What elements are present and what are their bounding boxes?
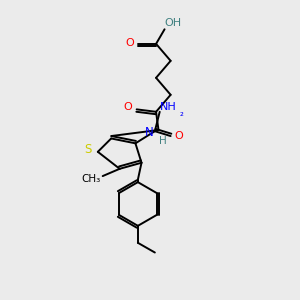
Text: OH: OH bbox=[164, 18, 182, 28]
Text: NH: NH bbox=[160, 102, 177, 112]
Text: O: O bbox=[124, 102, 133, 112]
Text: CH₃: CH₃ bbox=[81, 173, 100, 184]
Text: O: O bbox=[175, 131, 184, 141]
Text: O: O bbox=[125, 38, 134, 48]
Text: S: S bbox=[84, 143, 92, 156]
Text: H: H bbox=[160, 136, 167, 146]
Text: N: N bbox=[144, 126, 153, 139]
Text: ₂: ₂ bbox=[180, 108, 184, 118]
